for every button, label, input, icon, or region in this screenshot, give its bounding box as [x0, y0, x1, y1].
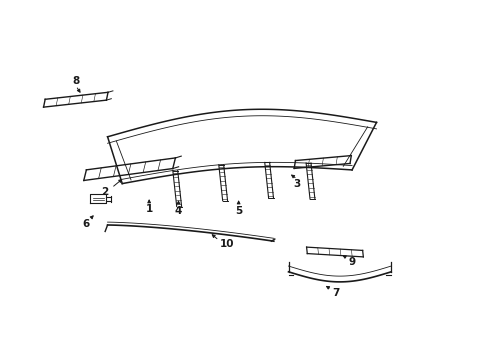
- Text: 4: 4: [174, 206, 182, 216]
- Text: 2: 2: [102, 186, 108, 197]
- Text: 3: 3: [293, 179, 300, 189]
- Text: 5: 5: [235, 206, 242, 216]
- Text: 1: 1: [145, 204, 152, 214]
- Text: 6: 6: [82, 219, 89, 229]
- Text: 9: 9: [348, 257, 355, 267]
- Text: 7: 7: [332, 288, 340, 298]
- Text: 8: 8: [72, 76, 79, 86]
- Text: 10: 10: [220, 239, 234, 249]
